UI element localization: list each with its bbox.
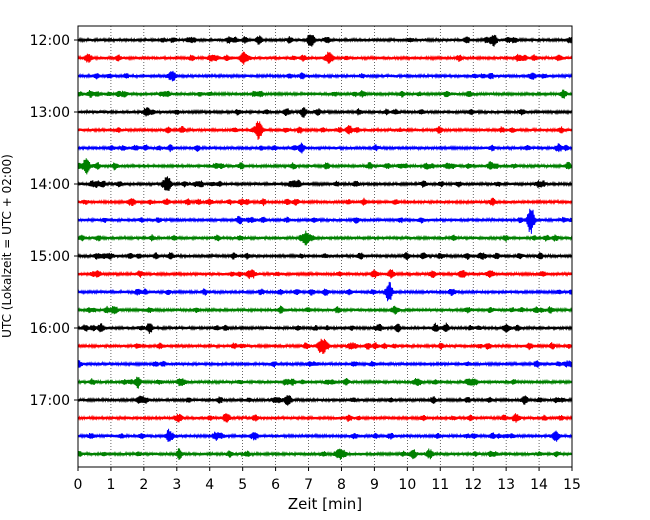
x-tick-label: 5: [238, 477, 247, 493]
x-tick-label: 9: [370, 477, 379, 493]
seismic-trace: [77, 413, 573, 423]
seismic-trace: [77, 176, 573, 191]
y-tick-label: 17:00: [30, 393, 70, 409]
y-tick-label: 13:00: [30, 105, 70, 121]
x-tick-label: 8: [337, 477, 346, 493]
seismic-trace: [77, 197, 573, 207]
y-tick-label: 16:00: [30, 321, 70, 337]
seismic-trace: [77, 322, 573, 334]
plot-area: [78, 26, 572, 467]
seismic-trace: [77, 107, 573, 118]
seismic-trace: [77, 89, 573, 99]
seismic-trace: [77, 142, 573, 154]
seismic-trace: [77, 338, 573, 355]
traces: [77, 34, 573, 461]
x-tick-label: 4: [205, 477, 214, 493]
seismic-trace: [77, 269, 573, 280]
seismic-trace: [77, 51, 573, 65]
seismic-trace: [77, 121, 573, 140]
x-tick-label: 10: [398, 477, 416, 493]
x-tick-label: 11: [431, 477, 449, 493]
x-tick-label: 2: [139, 477, 148, 493]
x-tick-label: 15: [563, 477, 581, 493]
seismic-trace: [77, 305, 573, 315]
x-tick-label: 1: [106, 477, 115, 493]
x-tick-label: 13: [497, 477, 515, 493]
x-tick-label: 3: [172, 477, 181, 493]
x-axis: 0 1 2 3 4 5 6 7 8 9 10 11 12 13 14 15: [74, 467, 581, 493]
y-axis-label: UTC (Lokalzeit = UTC + 02:00): [0, 154, 14, 338]
seismic-trace: [77, 230, 573, 246]
seismic-trace: [77, 448, 573, 461]
seismic-trace: [77, 281, 573, 302]
seismic-trace: [77, 360, 573, 368]
x-tick-label: 14: [530, 477, 548, 493]
y-tick-label: 12:00: [30, 33, 70, 49]
seismic-trace: [77, 158, 573, 175]
y-tick-label: 14:00: [30, 177, 70, 193]
seismic-trace: [77, 208, 573, 234]
x-tick-label: 6: [271, 477, 280, 493]
x-tick-label: 0: [74, 477, 83, 493]
seismic-trace: [77, 428, 573, 442]
seismic-trace: [77, 252, 573, 261]
seismic-trace: [77, 70, 573, 82]
x-axis-label: Zeit [min]: [288, 495, 362, 513]
y-tick-label: 15:00: [30, 249, 70, 265]
x-tick-label: 12: [464, 477, 482, 493]
seismic-trace: [77, 376, 573, 389]
seismic-trace: [77, 34, 573, 47]
y-axis: 12:00 13:00 14:00 15:00 16:00 17:00: [30, 33, 78, 409]
plot-frame: [77, 25, 573, 468]
seismic-trace: [77, 395, 573, 406]
x-tick-label: 7: [304, 477, 313, 493]
